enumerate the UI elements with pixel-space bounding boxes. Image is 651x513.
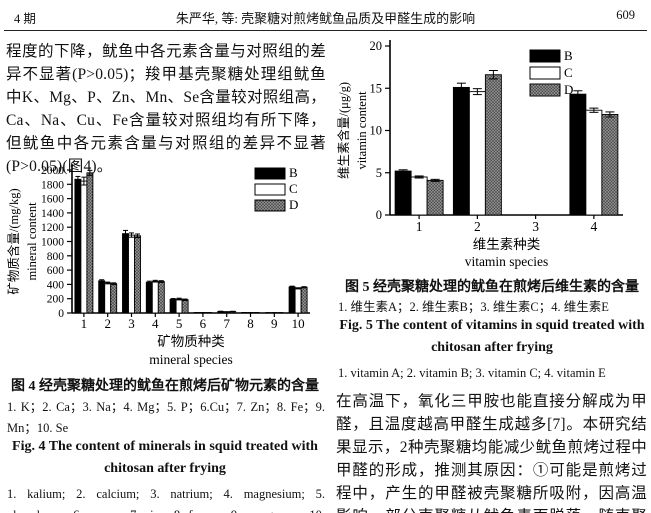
fig5-items-en: 1. vitamin A; 2. vitamin B; 3. vitamin C… <box>338 366 606 380</box>
left-paragraph: 程度的下降，鱿鱼中各元素含量与对照组的差异不显著(P>0.05)；羧甲基壳聚糖处… <box>6 43 326 175</box>
svg-text:0: 0 <box>376 208 382 222</box>
svg-text:维生素含量/(μg/g): 维生素含量/(μg/g) <box>336 82 351 179</box>
right-paragraph: 在高温下，氧化三甲胺也能直接分解成为甲醛，且温度越高甲醛生成越多[7]。本研究结… <box>336 393 647 513</box>
fig5-caption-en-line2: chitosan after frying <box>431 340 553 355</box>
svg-text:5: 5 <box>176 316 183 331</box>
fig4-caption-en-line1: Fig. 4 The content of minerals in squid … <box>12 439 318 454</box>
svg-text:400: 400 <box>47 279 65 291</box>
svg-text:矿物质种类: 矿物质种类 <box>157 334 225 349</box>
svg-text:6: 6 <box>200 316 207 331</box>
svg-text:矿物质含量/(mg/kg): 矿物质含量/(mg/kg) <box>6 188 21 294</box>
svg-text:8: 8 <box>247 316 254 331</box>
svg-text:1000: 1000 <box>41 237 64 249</box>
svg-text:C: C <box>289 181 298 196</box>
svg-text:维生素种类: 维生素种类 <box>473 237 541 252</box>
header-rule <box>4 30 647 31</box>
svg-text:D: D <box>289 197 298 212</box>
svg-text:15: 15 <box>370 81 383 95</box>
issue-label: 4 期 <box>14 12 36 26</box>
svg-text:D: D <box>564 82 573 97</box>
svg-text:0: 0 <box>58 308 64 320</box>
svg-text:200: 200 <box>47 294 65 306</box>
fig5-items-cn: 1. 维生素A；2. 维生素B；3. 维生素C；4. 维生素E <box>338 300 609 314</box>
svg-text:600: 600 <box>47 265 65 277</box>
svg-text:1800: 1800 <box>41 179 64 191</box>
svg-text:1: 1 <box>81 316 88 331</box>
svg-text:B: B <box>289 165 298 180</box>
svg-text:10: 10 <box>370 124 383 138</box>
svg-text:1: 1 <box>416 219 423 234</box>
svg-text:B: B <box>564 48 573 63</box>
fig4-minerals-bar-chart: 0 200 400 600 800 1000 1200 1400 1600 1800 2000 1 2 3… <box>6 164 310 367</box>
page-header: 4 期 朱严华, 等: 壳聚糖对煎烤鱿鱼品质及甲醛生成的影响 609 <box>0 8 651 26</box>
svg-text:vitamin content: vitamin content <box>355 91 369 170</box>
svg-text:4: 4 <box>591 219 598 234</box>
page-number: 609 <box>616 8 635 22</box>
svg-text:20: 20 <box>370 39 383 53</box>
svg-text:2: 2 <box>474 219 481 234</box>
running-title: 朱严华, 等: 壳聚糖对煎烤鱿鱼品质及甲醛生成的影响 <box>175 11 476 26</box>
fig4-caption-en-line2: chitosan after frying <box>104 461 226 476</box>
svg-text:3: 3 <box>128 316 135 331</box>
svg-text:1600: 1600 <box>41 194 64 206</box>
fig4-items-cn: 1. K；2. Ca；3. Na；4. Mg；5. P；6.Cu；7. Zn；8… <box>7 400 325 435</box>
svg-text:mineral content: mineral content <box>25 202 39 281</box>
fig5-caption-cn: 图 5 经壳聚糖处理的鱿鱼在煎烤后维生素的含量 <box>345 280 639 295</box>
svg-text:1400: 1400 <box>41 208 64 220</box>
svg-text:mineral species: mineral species <box>149 352 233 367</box>
svg-text:4: 4 <box>152 316 159 331</box>
svg-text:7: 7 <box>223 316 230 331</box>
svg-text:10: 10 <box>292 316 305 331</box>
svg-text:1200: 1200 <box>41 222 64 234</box>
fig5-vitamins-bar-chart: 0 5 10 15 20 1 2 3 4 BCD 维生素含量/(μg/g) vitamin conte… <box>336 39 623 269</box>
svg-text:3: 3 <box>532 219 539 234</box>
fig4-caption-cn: 图 4 经壳聚糖处理的鱿鱼在煎烤后矿物元素的含量 <box>11 379 319 394</box>
fig4-items-en: 1. kalium; 2. calcium; 3. natrium; 4. ma… <box>7 487 325 513</box>
svg-text:2000: 2000 <box>41 165 64 177</box>
fig5-caption-en-line1: Fig. 5 The content of vitamins in squid … <box>339 318 645 333</box>
svg-text:2: 2 <box>104 316 111 331</box>
svg-text:5: 5 <box>376 166 382 180</box>
svg-text:9: 9 <box>271 316 278 331</box>
svg-text:vitamin species: vitamin species <box>465 254 549 269</box>
svg-text:800: 800 <box>47 251 65 263</box>
svg-text:C: C <box>564 65 573 80</box>
